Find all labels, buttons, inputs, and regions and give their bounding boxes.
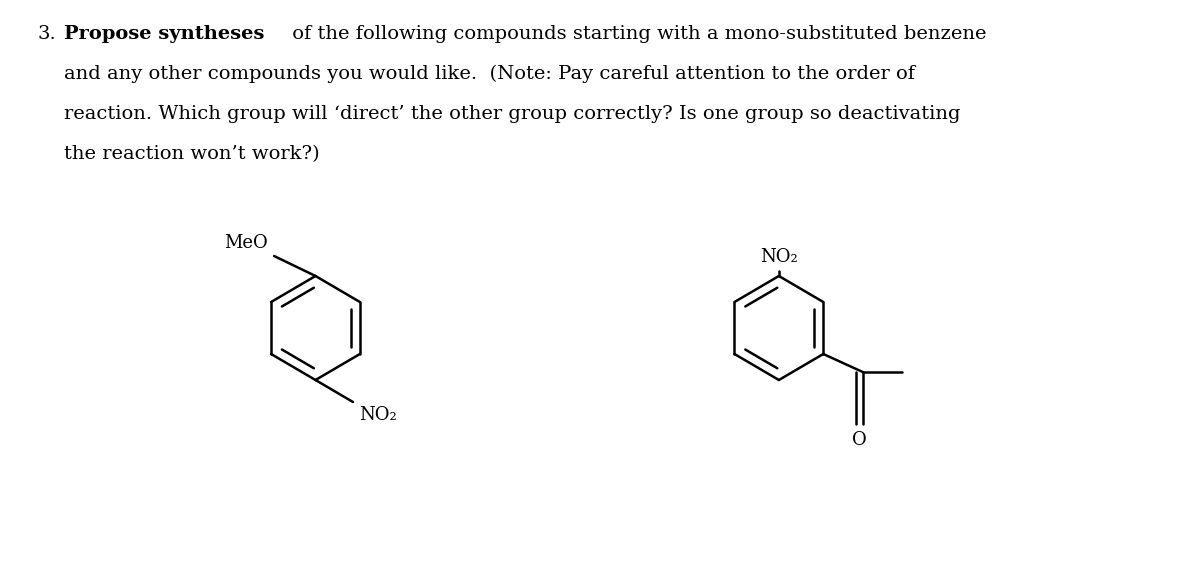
Text: Propose syntheses: Propose syntheses	[64, 25, 264, 43]
Text: the reaction won’t work?): the reaction won’t work?)	[64, 145, 319, 163]
Text: NO₂: NO₂	[760, 248, 798, 266]
Text: NO₂: NO₂	[359, 406, 397, 424]
Text: reaction. Which group will ‘direct’ the other group correctly? Is one group so d: reaction. Which group will ‘direct’ the …	[64, 105, 960, 123]
Text: 3.: 3.	[37, 25, 56, 43]
Text: and any other compounds you would like.  (Note: Pay careful attention to the ord: and any other compounds you would like. …	[64, 65, 916, 83]
Text: of the following compounds starting with a mono-substituted benzene: of the following compounds starting with…	[286, 25, 986, 43]
Text: O: O	[852, 431, 866, 449]
Text: MeO: MeO	[224, 234, 268, 252]
